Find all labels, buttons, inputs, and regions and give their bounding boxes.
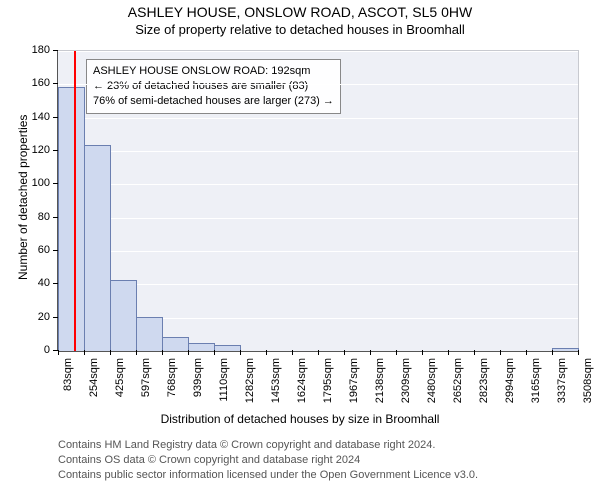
- x-tick: [526, 350, 527, 355]
- x-tick-label: 3337sqm: [556, 358, 568, 408]
- y-tick-label: 100: [24, 177, 50, 189]
- histogram-bar: [162, 337, 189, 351]
- x-tick: [552, 350, 553, 355]
- annotation-line: ASHLEY HOUSE ONSLOW ROAD: 192sqm: [93, 64, 334, 79]
- annotation-box: ASHLEY HOUSE ONSLOW ROAD: 192sqm ← 23% o…: [86, 59, 341, 114]
- x-tick: [474, 350, 475, 355]
- x-tick: [240, 350, 241, 355]
- y-tick: [53, 217, 58, 218]
- y-tick-label: 120: [24, 144, 50, 156]
- y-tick: [53, 117, 58, 118]
- x-tick-label: 1967sqm: [348, 358, 360, 408]
- x-tick-label: 254sqm: [88, 358, 100, 408]
- page-subtitle: Size of property relative to detached ho…: [0, 22, 600, 37]
- x-tick-label: 3165sqm: [530, 358, 542, 408]
- x-tick: [318, 350, 319, 355]
- histogram-bar: [58, 87, 85, 351]
- y-tick-label: 180: [24, 44, 50, 56]
- gridline: [58, 184, 578, 185]
- x-tick-label: 2138sqm: [374, 358, 386, 408]
- y-tick: [53, 183, 58, 184]
- gridline: [58, 118, 578, 119]
- x-tick-label: 3508sqm: [582, 358, 594, 408]
- x-tick-label: 597sqm: [140, 358, 152, 408]
- x-tick: [422, 350, 423, 355]
- x-tick: [136, 350, 137, 355]
- x-tick: [84, 350, 85, 355]
- x-tick-label: 939sqm: [192, 358, 204, 408]
- x-tick: [500, 350, 501, 355]
- x-tick-label: 768sqm: [166, 358, 178, 408]
- x-tick: [578, 350, 579, 355]
- footer-line: Contains public sector information licen…: [58, 468, 478, 483]
- y-tick-label: 0: [24, 344, 50, 356]
- x-tick-label: 2309sqm: [400, 358, 412, 408]
- plot-area: ASHLEY HOUSE ONSLOW ROAD: 192sqm ← 23% o…: [58, 50, 579, 351]
- y-tick: [53, 83, 58, 84]
- y-tick: [53, 250, 58, 251]
- x-tick: [344, 350, 345, 355]
- x-tick-label: 2994sqm: [504, 358, 516, 408]
- x-tick: [58, 350, 59, 355]
- x-tick: [396, 350, 397, 355]
- x-tick-label: 2823sqm: [478, 358, 490, 408]
- gridline: [58, 151, 578, 152]
- page-title: ASHLEY HOUSE, ONSLOW ROAD, ASCOT, SL5 0H…: [0, 4, 600, 20]
- histogram-bar: [552, 348, 579, 351]
- footer-line: Contains HM Land Registry data © Crown c…: [58, 438, 478, 453]
- histogram-bar: [188, 343, 215, 351]
- y-tick-label: 160: [24, 77, 50, 89]
- x-tick: [214, 350, 215, 355]
- gridline: [58, 251, 578, 252]
- x-tick: [110, 350, 111, 355]
- y-tick-label: 20: [24, 311, 50, 323]
- histogram-bar: [110, 280, 137, 351]
- x-tick: [292, 350, 293, 355]
- y-tick-label: 60: [24, 244, 50, 256]
- gridline: [58, 84, 578, 85]
- x-tick-label: 1624sqm: [296, 358, 308, 408]
- x-tick-label: 1453sqm: [270, 358, 282, 408]
- y-tick: [53, 283, 58, 284]
- annotation-line: ← 23% of detached houses are smaller (83…: [93, 79, 334, 94]
- gridline: [58, 218, 578, 219]
- footer-attribution: Contains HM Land Registry data © Crown c…: [58, 438, 478, 483]
- x-tick: [188, 350, 189, 355]
- marker-line: [74, 51, 76, 351]
- x-tick-label: 1282sqm: [244, 358, 256, 408]
- y-tick-label: 40: [24, 277, 50, 289]
- histogram-bar: [214, 345, 241, 351]
- x-tick-label: 1795sqm: [322, 358, 334, 408]
- x-tick: [370, 350, 371, 355]
- x-tick: [266, 350, 267, 355]
- x-tick-label: 2480sqm: [426, 358, 438, 408]
- y-tick-label: 140: [24, 111, 50, 123]
- gridline: [58, 51, 578, 52]
- x-tick: [162, 350, 163, 355]
- histogram-bar: [84, 145, 111, 351]
- x-tick-label: 83sqm: [62, 358, 74, 408]
- annotation-line: 76% of semi-detached houses are larger (…: [93, 94, 334, 109]
- footer-line: Contains OS data © Crown copyright and d…: [58, 453, 478, 468]
- x-tick-label: 425sqm: [114, 358, 126, 408]
- x-axis-label: Distribution of detached houses by size …: [0, 412, 600, 426]
- x-tick: [448, 350, 449, 355]
- x-tick-label: 2652sqm: [452, 358, 464, 408]
- y-tick: [53, 317, 58, 318]
- histogram-bar: [136, 317, 163, 351]
- x-tick-label: 1110sqm: [218, 358, 230, 408]
- y-tick-label: 80: [24, 211, 50, 223]
- y-tick: [53, 50, 58, 51]
- y-tick: [53, 150, 58, 151]
